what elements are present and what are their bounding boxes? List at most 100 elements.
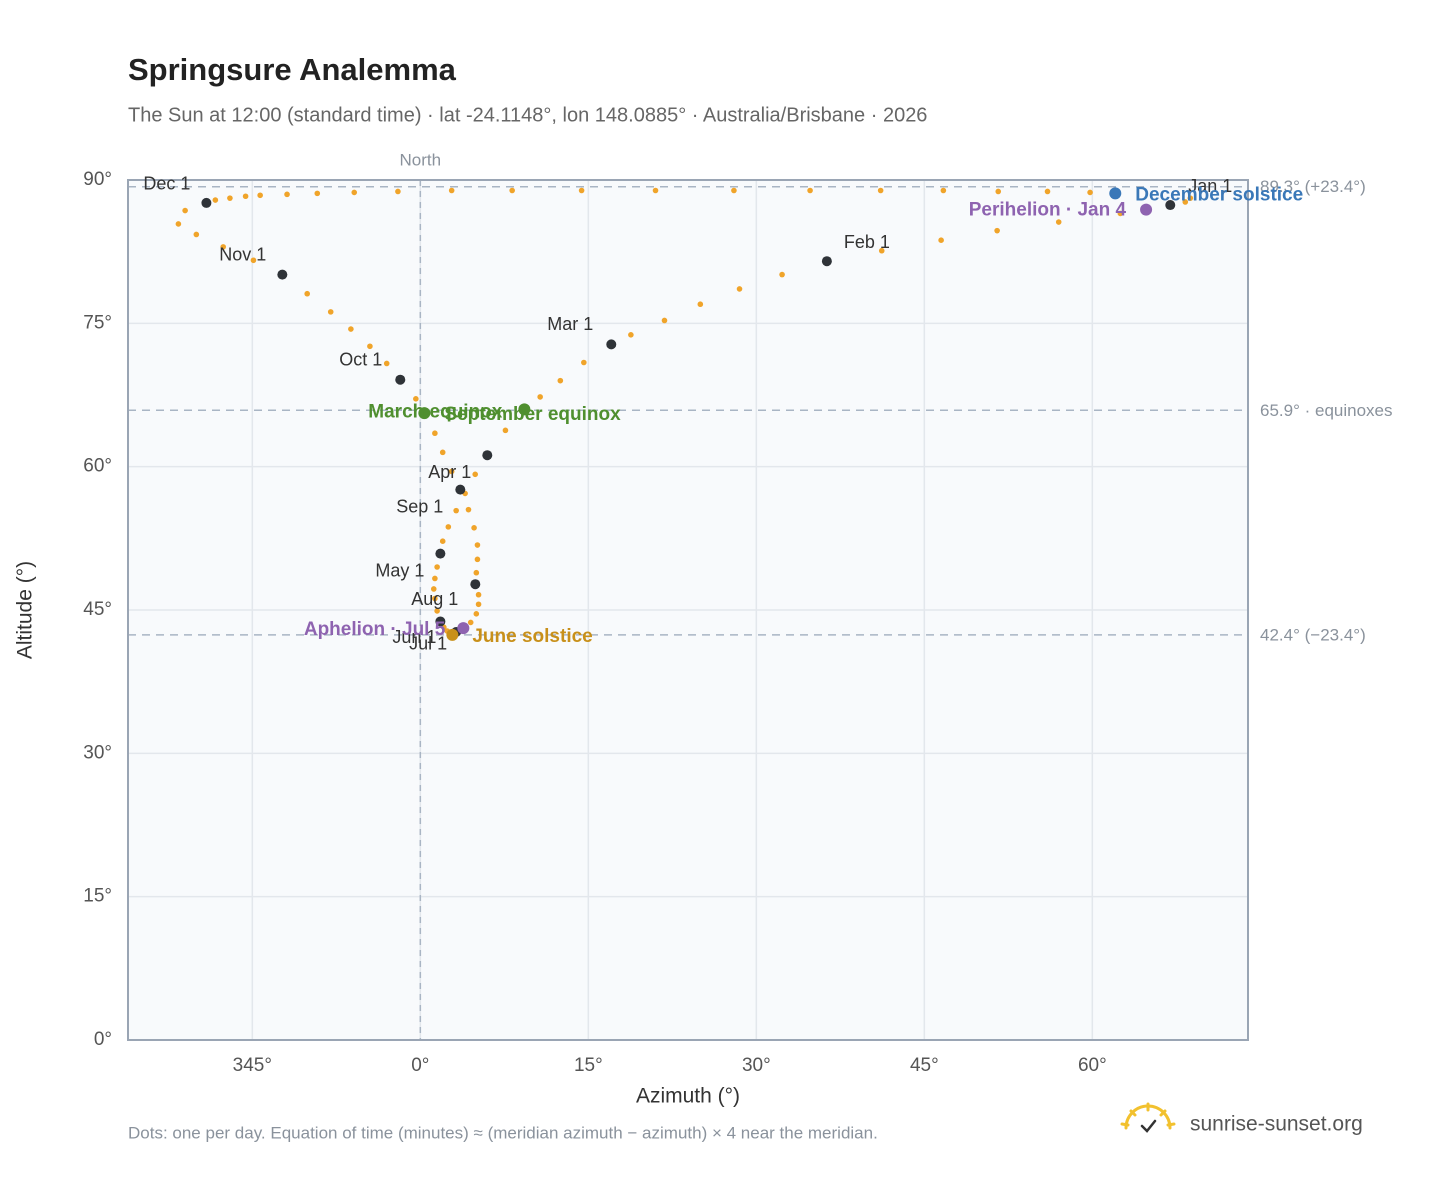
day-dot	[877, 187, 884, 194]
day-dot	[445, 524, 452, 530]
day-dot	[471, 525, 477, 531]
event-marker	[446, 628, 459, 641]
day-dot	[475, 601, 482, 608]
day-dot	[413, 396, 419, 402]
day-dot	[628, 332, 634, 338]
event-label: December solstice	[1135, 184, 1303, 205]
day-dot	[1055, 219, 1062, 225]
month-label: Nov 1	[219, 244, 266, 264]
north-label: North	[400, 150, 442, 169]
month-marker	[821, 256, 832, 267]
day-dot	[807, 187, 813, 194]
month-marker	[455, 484, 466, 495]
reference-label: 42.4° (−23.4°)	[1260, 625, 1366, 644]
day-dot	[439, 449, 446, 456]
day-dot	[434, 608, 440, 614]
day-dot	[314, 190, 321, 197]
chart-subtitle: The Sun at 12:00 (standard time) · lat -…	[128, 104, 927, 126]
day-dot	[182, 207, 188, 214]
day-dot	[430, 586, 437, 592]
day-dot	[257, 192, 263, 199]
day-dot	[432, 430, 438, 437]
day-dot	[434, 564, 440, 570]
day-dot	[220, 244, 226, 250]
month-marker	[435, 616, 446, 627]
day-dot	[193, 231, 200, 238]
day-dot	[465, 506, 472, 513]
month-marker	[1165, 200, 1176, 211]
event-marker	[418, 407, 431, 420]
day-dot	[736, 286, 743, 292]
x-tick-label: 0°	[411, 1055, 429, 1076]
y-tick-label: 15°	[83, 886, 112, 907]
day-dot	[432, 575, 438, 582]
day-dot	[1117, 210, 1124, 217]
day-dot	[652, 187, 659, 194]
month-label: Feb 1	[844, 232, 890, 252]
month-marker	[606, 339, 617, 350]
day-dot	[940, 187, 947, 194]
day-dot	[1044, 188, 1051, 195]
marks	[175, 187, 1194, 641]
day-dot	[439, 538, 446, 544]
month-label: May 1	[375, 560, 424, 580]
day-dot	[348, 326, 354, 332]
x-axis-label: Azimuth (°)	[636, 1085, 740, 1108]
day-dot	[1187, 195, 1194, 201]
day-dot	[938, 237, 944, 243]
month-label: Apr 1	[428, 462, 471, 482]
day-dot	[327, 309, 334, 315]
reference-label: 65.9° · equinoxes	[1260, 401, 1393, 420]
day-dot	[227, 195, 233, 201]
month-label: Jul 1	[409, 634, 447, 654]
day-dot	[367, 343, 373, 350]
reference-lines	[128, 180, 1248, 1040]
event-marker	[518, 403, 531, 416]
x-tick-label: 60°	[1078, 1055, 1107, 1076]
day-dot	[250, 257, 257, 264]
day-dot	[383, 360, 390, 367]
day-dot	[474, 556, 481, 563]
day-dot	[697, 301, 704, 308]
day-dot	[473, 611, 480, 617]
month-marker	[201, 197, 212, 208]
event-marker	[1140, 203, 1153, 216]
day-dot	[475, 591, 482, 598]
day-dot	[284, 191, 290, 198]
day-dot	[995, 188, 1002, 195]
plot-border	[127, 179, 1249, 1041]
month-label: Dec 1	[143, 174, 190, 194]
day-dot	[448, 187, 455, 194]
day-dot	[1087, 189, 1093, 196]
day-dot	[432, 595, 438, 602]
event-label: September equinox	[444, 404, 621, 425]
day-dot	[509, 187, 515, 194]
day-dot	[175, 221, 182, 227]
day-dot	[731, 187, 737, 194]
day-dot	[351, 189, 358, 196]
reference-label: 89.3° (+23.4°)	[1260, 177, 1366, 196]
brand: sunrise-sunset.org	[1190, 1113, 1363, 1136]
month-label: Aug 1	[411, 589, 458, 609]
day-dot	[453, 507, 459, 514]
day-dot	[242, 193, 249, 200]
day-dot	[448, 468, 455, 475]
event-label: Perihelion · Jan 4	[969, 200, 1127, 221]
month-label: Jun 1	[392, 627, 436, 647]
month-marker	[277, 269, 288, 280]
day-dot	[502, 427, 509, 434]
day-dot	[578, 187, 585, 194]
brand-logo	[1120, 1102, 1176, 1133]
event-label: Aphelion · Jul 5	[304, 619, 446, 640]
y-tick-label: 60°	[83, 456, 112, 477]
day-dot	[395, 188, 401, 195]
day-dot	[581, 359, 587, 366]
y-tick-label: 0°	[94, 1029, 112, 1050]
day-dot	[557, 377, 564, 384]
day-dot	[304, 290, 311, 297]
day-dot	[474, 542, 481, 548]
month-marker	[395, 374, 406, 385]
month-marker	[435, 548, 446, 559]
x-tick-label: 15°	[574, 1055, 603, 1076]
day-dot	[473, 569, 480, 576]
